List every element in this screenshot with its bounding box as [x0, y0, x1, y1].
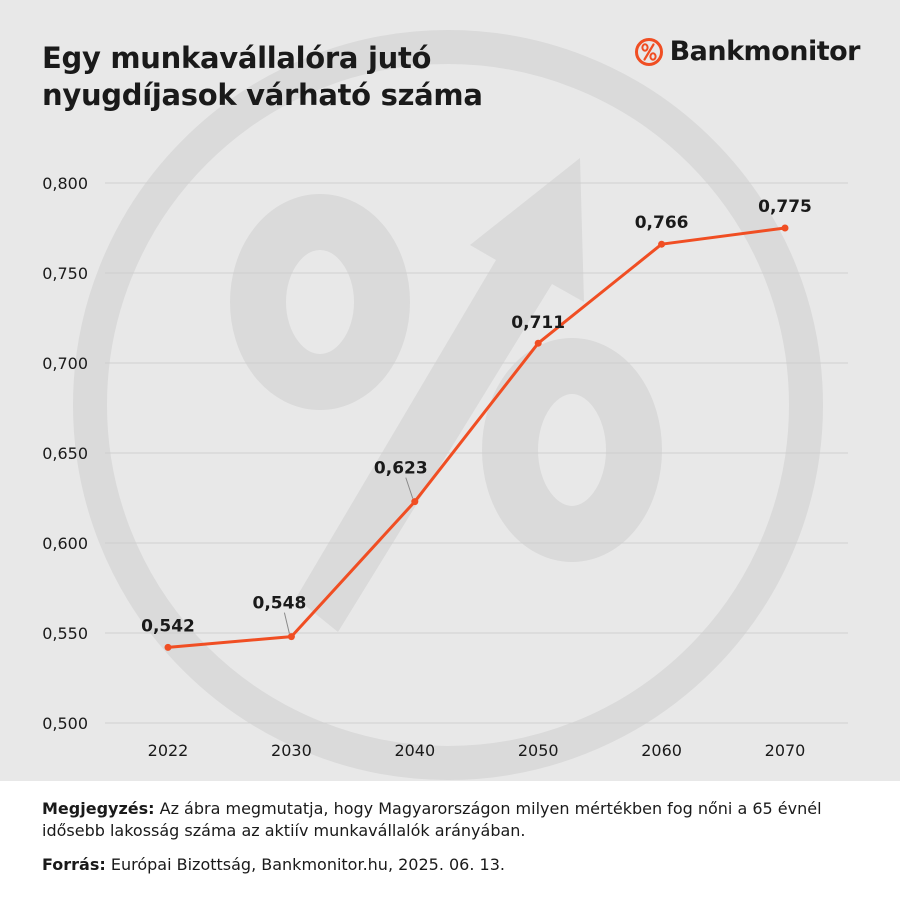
label-leader-line — [283, 612, 290, 634]
label-leader-line — [405, 477, 414, 499]
percent-watermark-icon — [73, 30, 823, 780]
y-tick-label: 0,550 — [42, 624, 88, 643]
data-point — [534, 339, 542, 347]
x-axis: 2022 2030 2040 2050 2060 2070 — [148, 741, 806, 760]
data-labels: 0,542 0,548 0,623 0,711 0,766 0,775 — [141, 197, 812, 636]
chart-gridlines — [105, 182, 848, 724]
source-label: Forrás: — [42, 855, 106, 874]
line-chart: 0,500 0,550 0,600 0,650 0,700 0,750 0,800 2022… — [42, 30, 848, 780]
y-axis: 0,500 0,550 0,600 0,650 0,700 0,750 0,800 — [42, 174, 88, 733]
y-tick-label: 0,800 — [42, 174, 88, 193]
x-tick-label: 2070 — [765, 741, 806, 760]
y-tick-label: 0,750 — [42, 264, 88, 283]
brand-logo: Bankmonitor — [634, 36, 861, 67]
data-label: 0,711 — [511, 313, 565, 333]
y-tick-label: 0,500 — [42, 714, 88, 733]
chart-panel: 0,500 0,550 0,600 0,650 0,700 0,750 0,800 2022… — [0, 0, 900, 781]
y-tick-label: 0,700 — [42, 354, 88, 373]
watermark-arrow — [296, 158, 584, 632]
watermark-upper-circle — [230, 194, 410, 410]
data-label: 0,623 — [374, 459, 428, 479]
y-tick-label: 0,650 — [42, 444, 88, 463]
x-tick-label: 2060 — [641, 741, 682, 760]
x-tick-label: 2022 — [148, 741, 189, 760]
x-tick-label: 2040 — [394, 741, 435, 760]
title-line-2: nyugdíjasok várható száma — [42, 78, 483, 112]
data-label: 0,775 — [758, 197, 812, 217]
source: Forrás: Európai Bizottság, Bankmonitor.h… — [42, 854, 862, 876]
data-point — [658, 240, 666, 248]
data-point — [164, 643, 172, 651]
title-line-1: Egy munkavállalóra jutó — [42, 41, 432, 75]
data-label: 0,542 — [141, 616, 195, 636]
note-text: Az ábra megmutatja, hogy Magyarországon … — [42, 799, 822, 840]
data-label: 0,766 — [635, 213, 689, 233]
data-label: 0,548 — [253, 594, 307, 614]
percent-circle-icon — [634, 37, 663, 66]
note: Megjegyzés: Az ábra megmutatja, hogy Mag… — [42, 798, 862, 842]
data-point — [781, 224, 789, 232]
series-line — [164, 224, 789, 651]
footer: Megjegyzés: Az ábra megmutatja, hogy Mag… — [42, 798, 862, 888]
watermark-lower-circle — [482, 338, 662, 562]
data-point — [411, 498, 419, 506]
page-title: Egy munkavállalóra jutó nyugdíjasok várh… — [42, 40, 483, 114]
note-label: Megjegyzés: — [42, 799, 155, 818]
watermark-ring — [73, 30, 823, 780]
source-text: Európai Bizottság, Bankmonitor.hu, 2025.… — [105, 855, 505, 874]
y-tick-label: 0,600 — [42, 534, 88, 553]
logo-text: Bankmonitor — [669, 36, 861, 67]
x-tick-label: 2030 — [271, 741, 312, 760]
x-tick-label: 2050 — [518, 741, 559, 760]
series-polyline — [167, 226, 786, 649]
data-point — [287, 633, 295, 641]
